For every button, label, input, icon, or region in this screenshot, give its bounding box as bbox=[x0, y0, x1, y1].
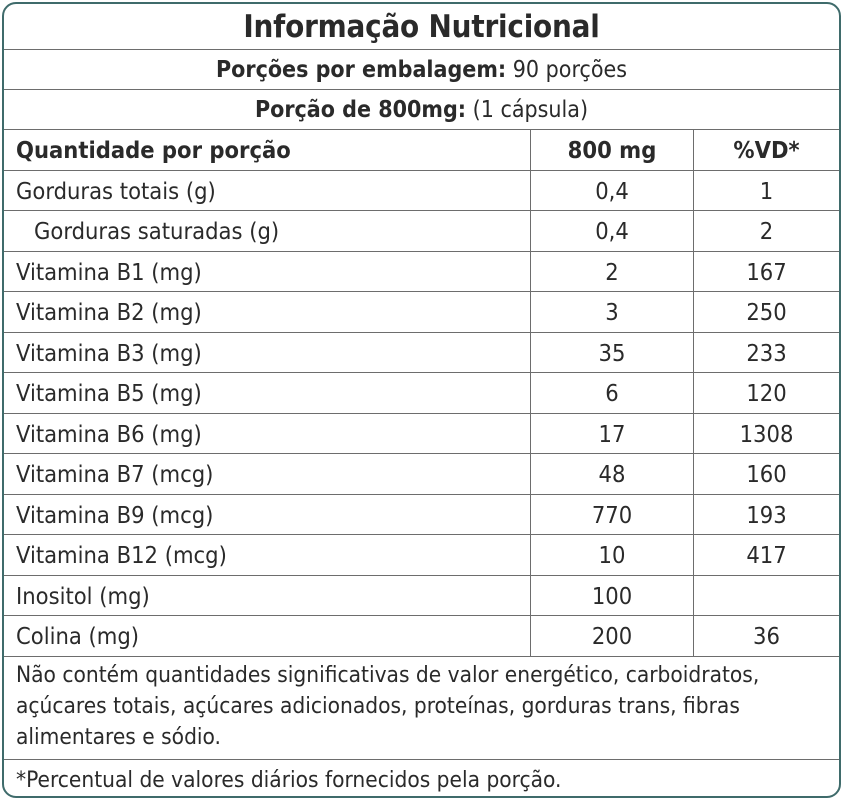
nutrient-name: Vitamina B6 (mg) bbox=[4, 413, 531, 453]
table-title: Informação Nutricional bbox=[4, 4, 839, 50]
nutrient-name: Vitamina B9 (mcg) bbox=[4, 494, 531, 534]
nutrient-name: Vitamina B1 (mg) bbox=[4, 251, 531, 291]
nutrient-daily-value: 2 bbox=[759, 217, 774, 245]
servings-value: 90 porções bbox=[512, 57, 627, 83]
table-row: Vitamina B2 (mg) 3 250 bbox=[4, 292, 839, 333]
nutrient-daily-value bbox=[694, 576, 839, 616]
portion-label: Porção de 800mg: bbox=[254, 97, 467, 123]
table-row: Vitamina B12 (mcg) 10 417 bbox=[4, 535, 839, 576]
nutrient-amount: 2 bbox=[531, 251, 694, 291]
table-row: Vitamina B5 (mg) 6 120 bbox=[4, 373, 839, 414]
nutrient-name: Gorduras saturadas (g) bbox=[4, 211, 531, 251]
table-header-row: Quantidade por porção 800 mg %VD* bbox=[4, 130, 839, 171]
nutrient-amount: 48 bbox=[531, 454, 694, 494]
nutrient-amount: 35 bbox=[531, 332, 694, 372]
nutrient-amount: 10 bbox=[531, 535, 694, 575]
table-row: Gorduras saturadas (g) 0,4 2 bbox=[4, 211, 839, 252]
nutrient-name: Inositol (mg) bbox=[4, 575, 531, 615]
nutrient-daily-value: 36 bbox=[753, 622, 780, 650]
nutrient-name: Vitamina B12 (mcg) bbox=[4, 535, 531, 575]
nutrient-amount: 17 bbox=[531, 413, 694, 453]
table-row: Vitamina B9 (mcg) 770 193 bbox=[4, 494, 839, 535]
nutrient-name: Vitamina B7 (mcg) bbox=[4, 454, 531, 494]
nutrient-daily-value: 233 bbox=[746, 338, 787, 367]
table-row: Vitamina B3 (mg) 35 233 bbox=[4, 332, 839, 373]
table-row: Colina (mg) 200 36 bbox=[4, 616, 839, 657]
table-row: Vitamina B1 (mg) 2 167 bbox=[4, 251, 839, 292]
nutrient-amount: 770 bbox=[531, 494, 694, 534]
servings-per-package: Porções por embalagem: 90 porções bbox=[4, 50, 839, 90]
footnote: *Percentual de valores diários fornecido… bbox=[16, 767, 562, 793]
table-row: Gorduras totais (g) 0,4 1 bbox=[4, 170, 839, 211]
nutrient-amount: 0,4 bbox=[531, 170, 694, 210]
header-amount: 800 mg bbox=[531, 130, 694, 170]
nutrient-name: Vitamina B3 (mg) bbox=[4, 332, 531, 372]
nutrient-name: Vitamina B5 (mg) bbox=[4, 373, 531, 413]
servings-label: Porções por embalagem: bbox=[215, 57, 507, 83]
nutrient-daily-value: 193 bbox=[746, 500, 787, 529]
nutrient-amount: 100 bbox=[531, 575, 694, 615]
nutrient-daily-value: 120 bbox=[746, 379, 787, 407]
table-row: Vitamina B7 (mcg) 48 160 bbox=[4, 454, 839, 495]
header-nutrient: Quantidade por porção bbox=[4, 130, 531, 170]
nutrient-amount: 200 bbox=[531, 616, 694, 656]
portion-size: Porção de 800mg: (1 cápsula) bbox=[4, 90, 839, 130]
table-row: Vitamina B6 (mg) 17 1308 bbox=[4, 413, 839, 454]
portion-value: (1 cápsula) bbox=[472, 97, 589, 123]
nutrient-amount: 0,4 bbox=[531, 211, 694, 251]
nutrient-name: Vitamina B2 (mg) bbox=[4, 292, 531, 332]
nutrient-daily-value: 160 bbox=[746, 460, 787, 488]
nutrient-daily-value: 1 bbox=[759, 176, 774, 205]
nutrient-daily-value: 250 bbox=[746, 298, 787, 326]
nutrient-daily-value: 1308 bbox=[739, 419, 794, 448]
nutrient-table: Quantidade por porção 800 mg %VD* Gordur… bbox=[4, 130, 839, 657]
table-row: Inositol (mg) 100 bbox=[4, 575, 839, 616]
nutrient-name: Gorduras totais (g) bbox=[4, 170, 531, 210]
nutrient-daily-value: 417 bbox=[746, 541, 787, 569]
nutrient-daily-value: 167 bbox=[746, 257, 787, 286]
nutrient-name: Colina (mg) bbox=[4, 616, 531, 656]
disclaimer-note: Não contém quantidades significativas de… bbox=[4, 656, 839, 760]
nutrient-amount: 6 bbox=[531, 373, 694, 413]
nutrient-amount: 3 bbox=[531, 292, 694, 332]
header-daily-value: %VD* bbox=[733, 136, 800, 164]
